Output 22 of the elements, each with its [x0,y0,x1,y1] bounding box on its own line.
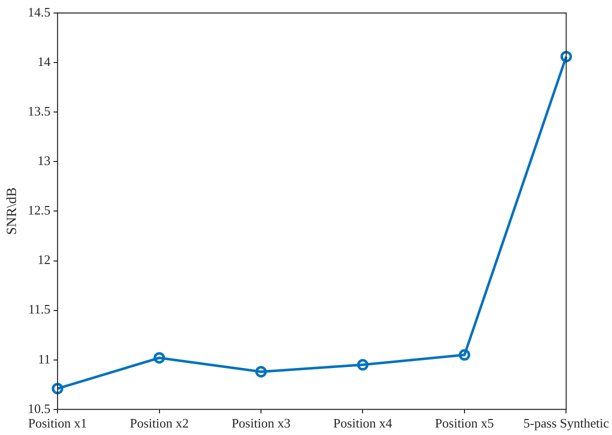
x-tick-label: Position x4 [333,416,393,431]
x-tick-label: Position x2 [130,416,189,431]
y-axis-title: SNR\dB [5,187,20,235]
point [458,349,470,361]
point [357,359,368,371]
point [560,50,572,62]
y-tick-label: 12.5 [28,202,51,218]
y-tick-label: 11 [38,351,51,366]
point [52,382,64,394]
point [255,366,267,378]
y-tick-label: 13.5 [28,104,51,119]
y-tick-label: 12 [38,252,51,268]
y-tick-label: 13 [38,153,51,168]
y-tick-label: 14.5 [28,4,51,20]
y-tick-label: 10.5 [28,400,51,416]
y-tick-label: 11.5 [28,302,51,317]
x-tick-label: 5-pass Synthetic [523,416,610,431]
y-tick-label: 14 [38,54,52,69]
point [154,352,166,364]
x-tick-label: Position x3 [232,416,290,431]
x-tick-label: Position x5 [435,416,494,431]
x-tick-label: Position x1 [28,416,87,431]
